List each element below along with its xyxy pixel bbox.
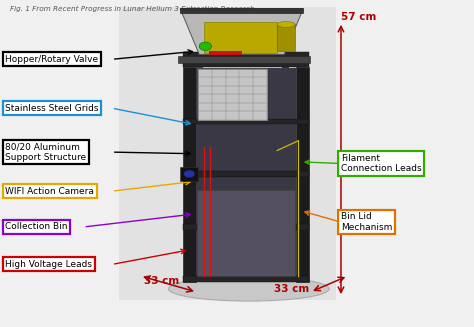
Bar <box>204 22 277 53</box>
Bar <box>296 67 310 282</box>
Text: Stainless Steel Grids: Stainless Steel Grids <box>5 104 99 112</box>
Bar <box>182 171 310 177</box>
Bar <box>196 67 203 282</box>
Circle shape <box>183 170 195 178</box>
Text: 33 cm: 33 cm <box>273 284 309 294</box>
Text: 57 cm: 57 cm <box>341 12 376 22</box>
Circle shape <box>199 42 211 50</box>
Polygon shape <box>180 9 303 54</box>
Bar <box>182 67 196 282</box>
Bar <box>209 51 242 55</box>
Text: 80/20 Aluminum
Support Structure: 80/20 Aluminum Support Structure <box>5 142 87 162</box>
Text: Hopper/Rotary Valve: Hopper/Rotary Valve <box>5 55 99 64</box>
Bar <box>119 7 336 300</box>
Bar <box>180 167 198 181</box>
Ellipse shape <box>168 277 329 301</box>
Bar <box>182 277 310 282</box>
Bar <box>180 8 303 13</box>
Bar <box>277 25 295 51</box>
Text: 33 cm: 33 cm <box>144 276 179 285</box>
Text: High Voltage Leads: High Voltage Leads <box>5 260 92 269</box>
Bar <box>178 56 310 63</box>
Bar <box>182 61 310 67</box>
Bar <box>197 190 295 276</box>
Bar <box>196 68 296 277</box>
Text: Filament
Connection Leads: Filament Connection Leads <box>341 154 421 173</box>
Text: Bin Lid
Mechanism: Bin Lid Mechanism <box>341 213 392 232</box>
Text: WIFI Action Camera: WIFI Action Camera <box>5 187 94 196</box>
Ellipse shape <box>277 22 295 27</box>
Bar <box>198 69 267 120</box>
Text: Collection Bin: Collection Bin <box>5 222 68 232</box>
Text: Fig. 1 From Recent Progress in Lunar Helium 3 Extraction Research: Fig. 1 From Recent Progress in Lunar Hel… <box>10 6 255 12</box>
Bar <box>282 67 289 282</box>
Bar <box>182 224 310 230</box>
Bar <box>182 119 310 125</box>
Bar <box>182 52 310 58</box>
